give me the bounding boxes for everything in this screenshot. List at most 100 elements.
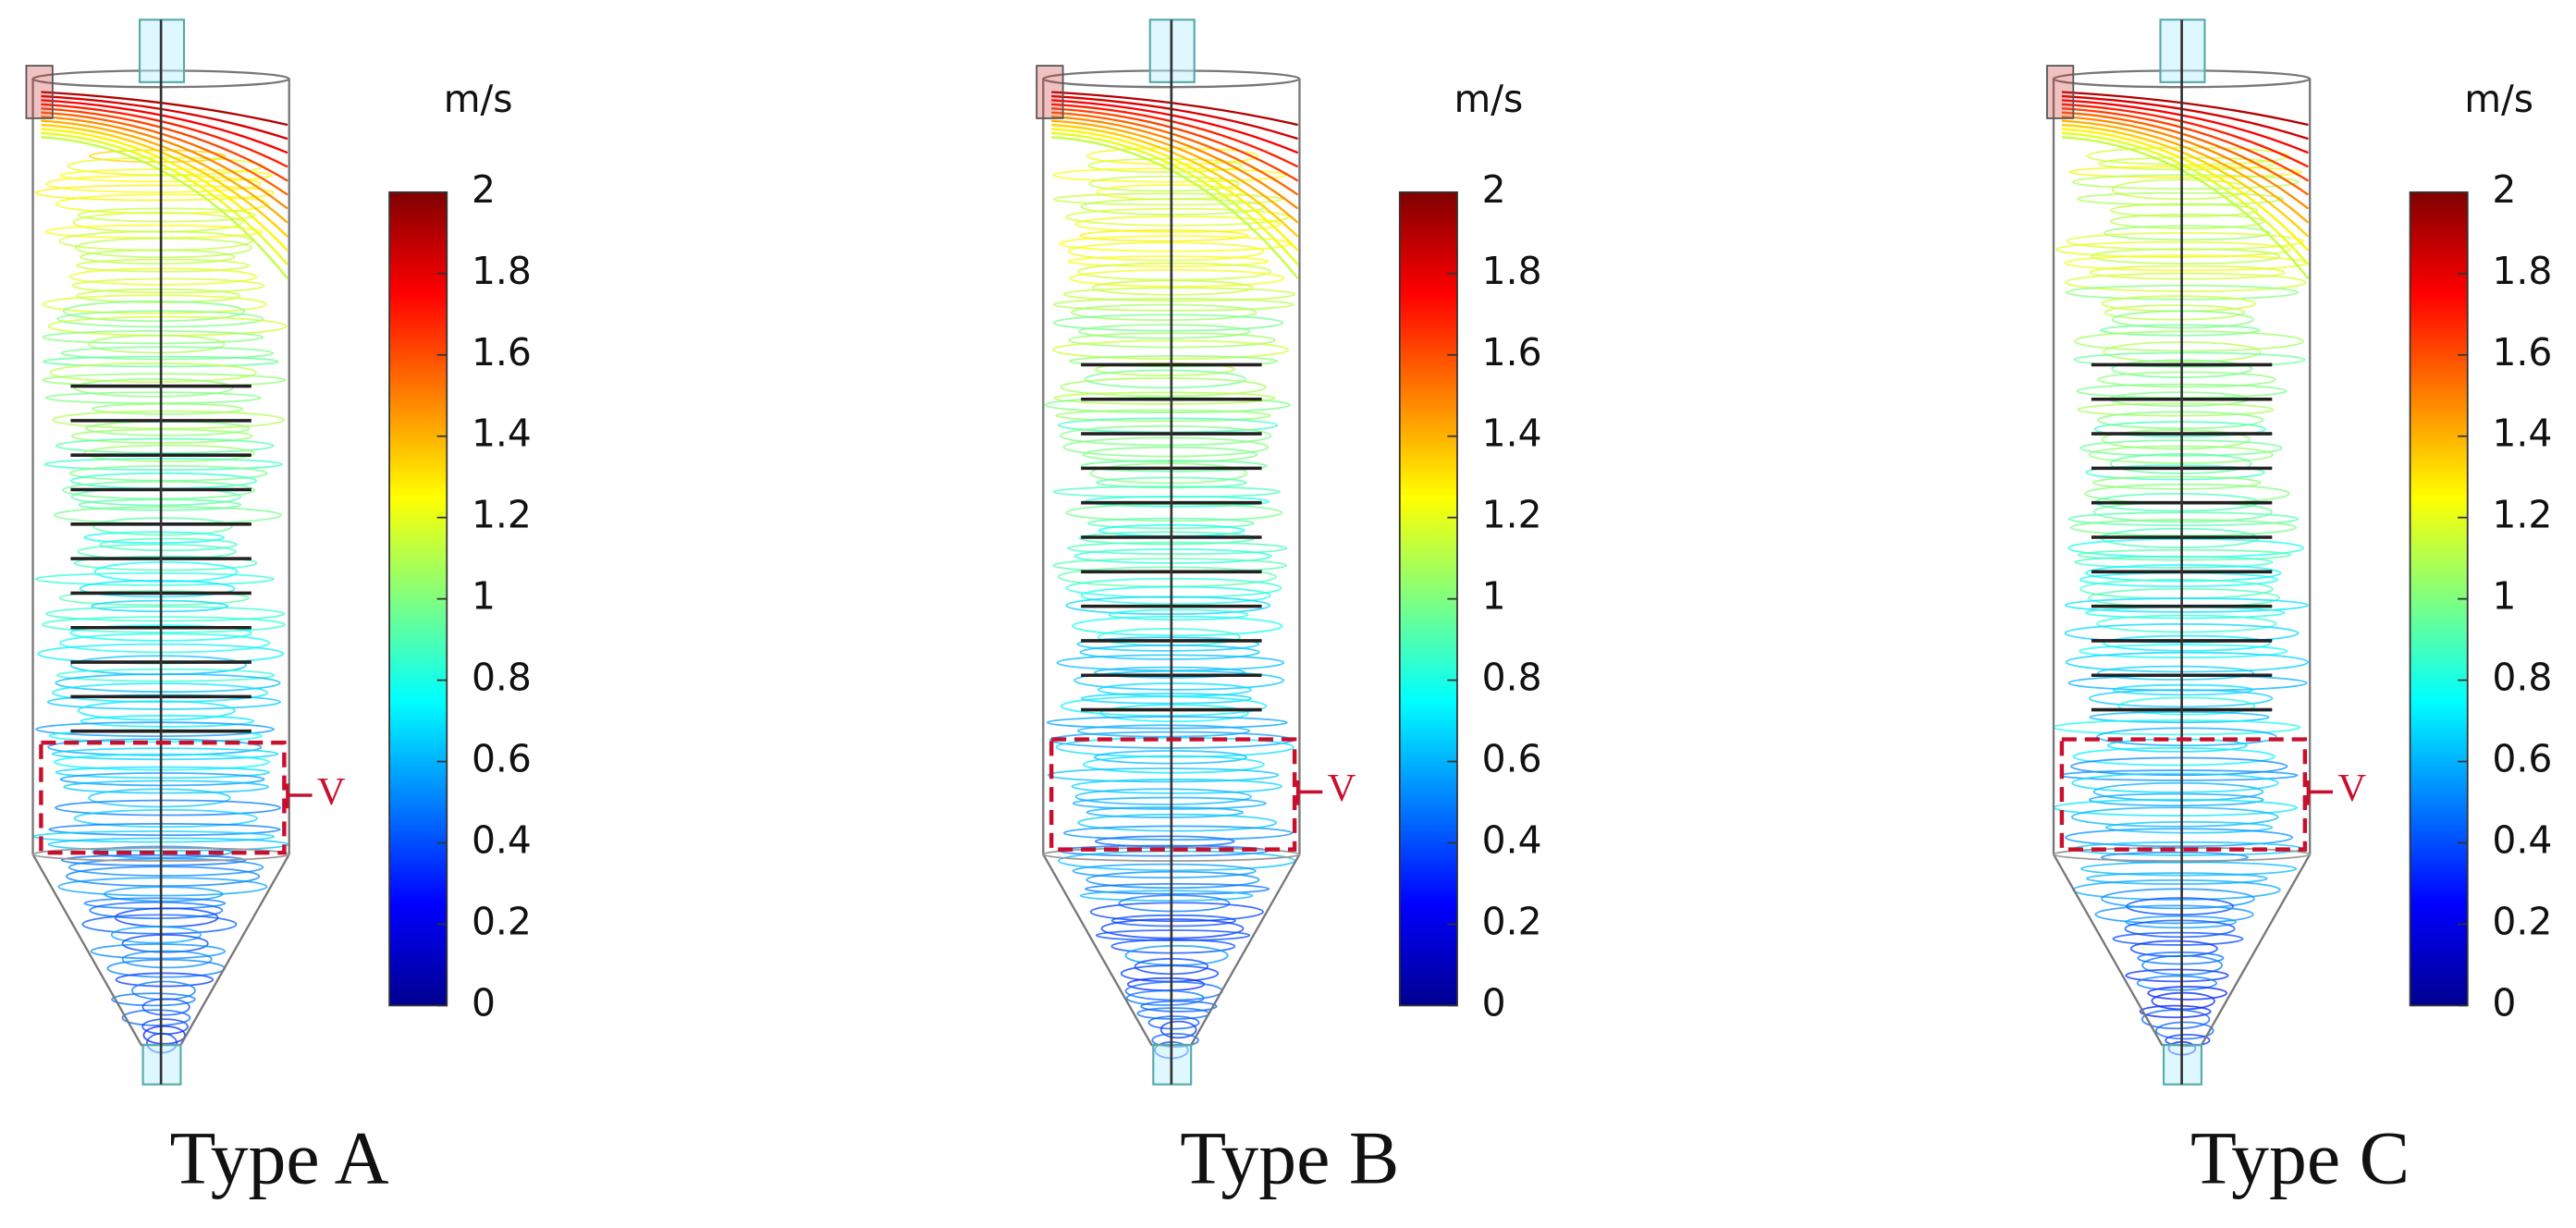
- streamline: [2077, 402, 2275, 417]
- inlet-streamline: [2061, 91, 2309, 127]
- streamline: [1084, 883, 1270, 895]
- streamline: [43, 458, 283, 472]
- colorbar-tick-label: 1.4: [2492, 411, 2552, 456]
- colorbar-tick-label: 0.2: [1482, 899, 1542, 943]
- colorbar-tick-label: 0.6: [1482, 737, 1542, 781]
- inlet-streamline: [1051, 103, 1299, 168]
- streamline: [2069, 519, 2298, 536]
- inlet-streamline: [1051, 115, 1299, 210]
- streamline: [2104, 820, 2274, 834]
- inlet: [1036, 65, 1064, 119]
- inlet-streamline: [2061, 94, 2309, 141]
- colorbar-tick-label: 1: [2492, 574, 2516, 619]
- streamline: [93, 560, 239, 583]
- streamline: [57, 877, 268, 897]
- inlet-streamline: [2061, 99, 2309, 154]
- streamline: [83, 897, 227, 910]
- colorbar-tick-label: 1.2: [2492, 493, 2552, 537]
- streamline: [2139, 1004, 2212, 1019]
- colorbar-tick-label: 0.4: [2492, 817, 2552, 862]
- colorbar-tick-label: 1.6: [1482, 330, 1542, 375]
- colorbar-tick-label: 0.4: [1482, 817, 1542, 862]
- colorbar-tick-label: 2: [2492, 167, 2516, 212]
- streamline: [92, 402, 244, 415]
- streamline: [1079, 890, 1254, 902]
- streamline: [42, 330, 264, 345]
- streamline: [1065, 596, 1271, 615]
- streamline: [67, 857, 264, 877]
- streamline: [2089, 264, 2286, 280]
- inlet-streamline: [2061, 131, 2310, 265]
- streamline: [1062, 287, 1296, 302]
- inlet-streamline: [2061, 107, 2309, 182]
- streamline: [1095, 362, 1235, 376]
- streamline: [79, 579, 236, 598]
- streamline: [1067, 541, 1288, 556]
- streamline: [77, 207, 256, 223]
- streamline: [2109, 214, 2265, 229]
- streamline: [88, 334, 226, 354]
- streamline: [121, 1009, 191, 1026]
- panel: Vm/s 0 0.2 0.4 0.6 0.8 1 1.2 1.4 1.6 1.8 2 Type C: [2046, 18, 2552, 1199]
- inlet-streamline: [41, 119, 288, 224]
- streamline: [1080, 693, 1253, 705]
- streamline: [1052, 192, 1283, 206]
- streamline: [1126, 989, 1205, 1006]
- colorbar-tick-label: 0.6: [472, 737, 532, 781]
- streamline: [73, 378, 234, 398]
- streamline: [1067, 255, 1270, 267]
- colorbar-unit: m/s: [444, 77, 513, 121]
- streamline: [91, 599, 229, 613]
- streamline: [1147, 1015, 1200, 1030]
- streamline: [121, 950, 213, 969]
- streamline: [45, 606, 286, 622]
- streamline: [59, 772, 265, 787]
- streamline: [131, 980, 196, 1001]
- colorbar-tick-label: 0.6: [2492, 737, 2552, 781]
- streamline: [110, 926, 202, 944]
- streamline: [1087, 157, 1243, 173]
- colorbar-tick-label: 0: [1482, 980, 1506, 1025]
- colorbar-tick-label: 1.8: [472, 249, 532, 293]
- streamline: [2110, 203, 2259, 218]
- streamline: [1073, 669, 1285, 691]
- streamline: [99, 537, 238, 552]
- streamline: [2085, 564, 2282, 583]
- streamline: [59, 632, 271, 654]
- streamline: [73, 808, 258, 829]
- streamline: [34, 184, 275, 202]
- colorbar-tick-label: 1.8: [1482, 249, 1542, 293]
- inlet-streamline: [41, 94, 288, 141]
- streamline: [1110, 939, 1236, 954]
- streamline: [141, 998, 190, 1016]
- panel: Vm/s 0 0.2 0.4 0.6 0.8 1 1.2 1.4 1.6 1.8 2 Type A: [25, 18, 532, 1199]
- streamline: [34, 571, 276, 586]
- streamline: [1077, 813, 1278, 832]
- streamline: [2088, 792, 2264, 807]
- streamline: [2117, 696, 2256, 716]
- streamline: [2065, 828, 2293, 848]
- streamline: [1089, 462, 1248, 485]
- colorbar-tick-label: 0: [2492, 980, 2516, 1025]
- streamline: [1072, 796, 1267, 810]
- inlet-streamline: [41, 123, 288, 238]
- streamline: [2070, 806, 2279, 828]
- inlet-streamline: [1051, 131, 1299, 265]
- streamline: [1078, 324, 1251, 339]
- streamline: [1079, 228, 1249, 242]
- streamline: [45, 175, 262, 193]
- streamline: [60, 853, 247, 866]
- streamline: [2090, 248, 2281, 265]
- colorbar-tick-label: 1.2: [472, 493, 532, 537]
- streamline: [2064, 597, 2309, 613]
- streamline: [2125, 968, 2229, 983]
- inlet-streamline: [2061, 128, 2310, 252]
- panel-label: Type C: [2190, 1115, 2410, 1199]
- streamline: [2055, 240, 2292, 258]
- streamline: [2097, 411, 2264, 430]
- colorbar-tick-label: 1.8: [2492, 249, 2552, 293]
- streamline: [2072, 174, 2300, 190]
- inlet-streamline: [2061, 136, 2310, 279]
